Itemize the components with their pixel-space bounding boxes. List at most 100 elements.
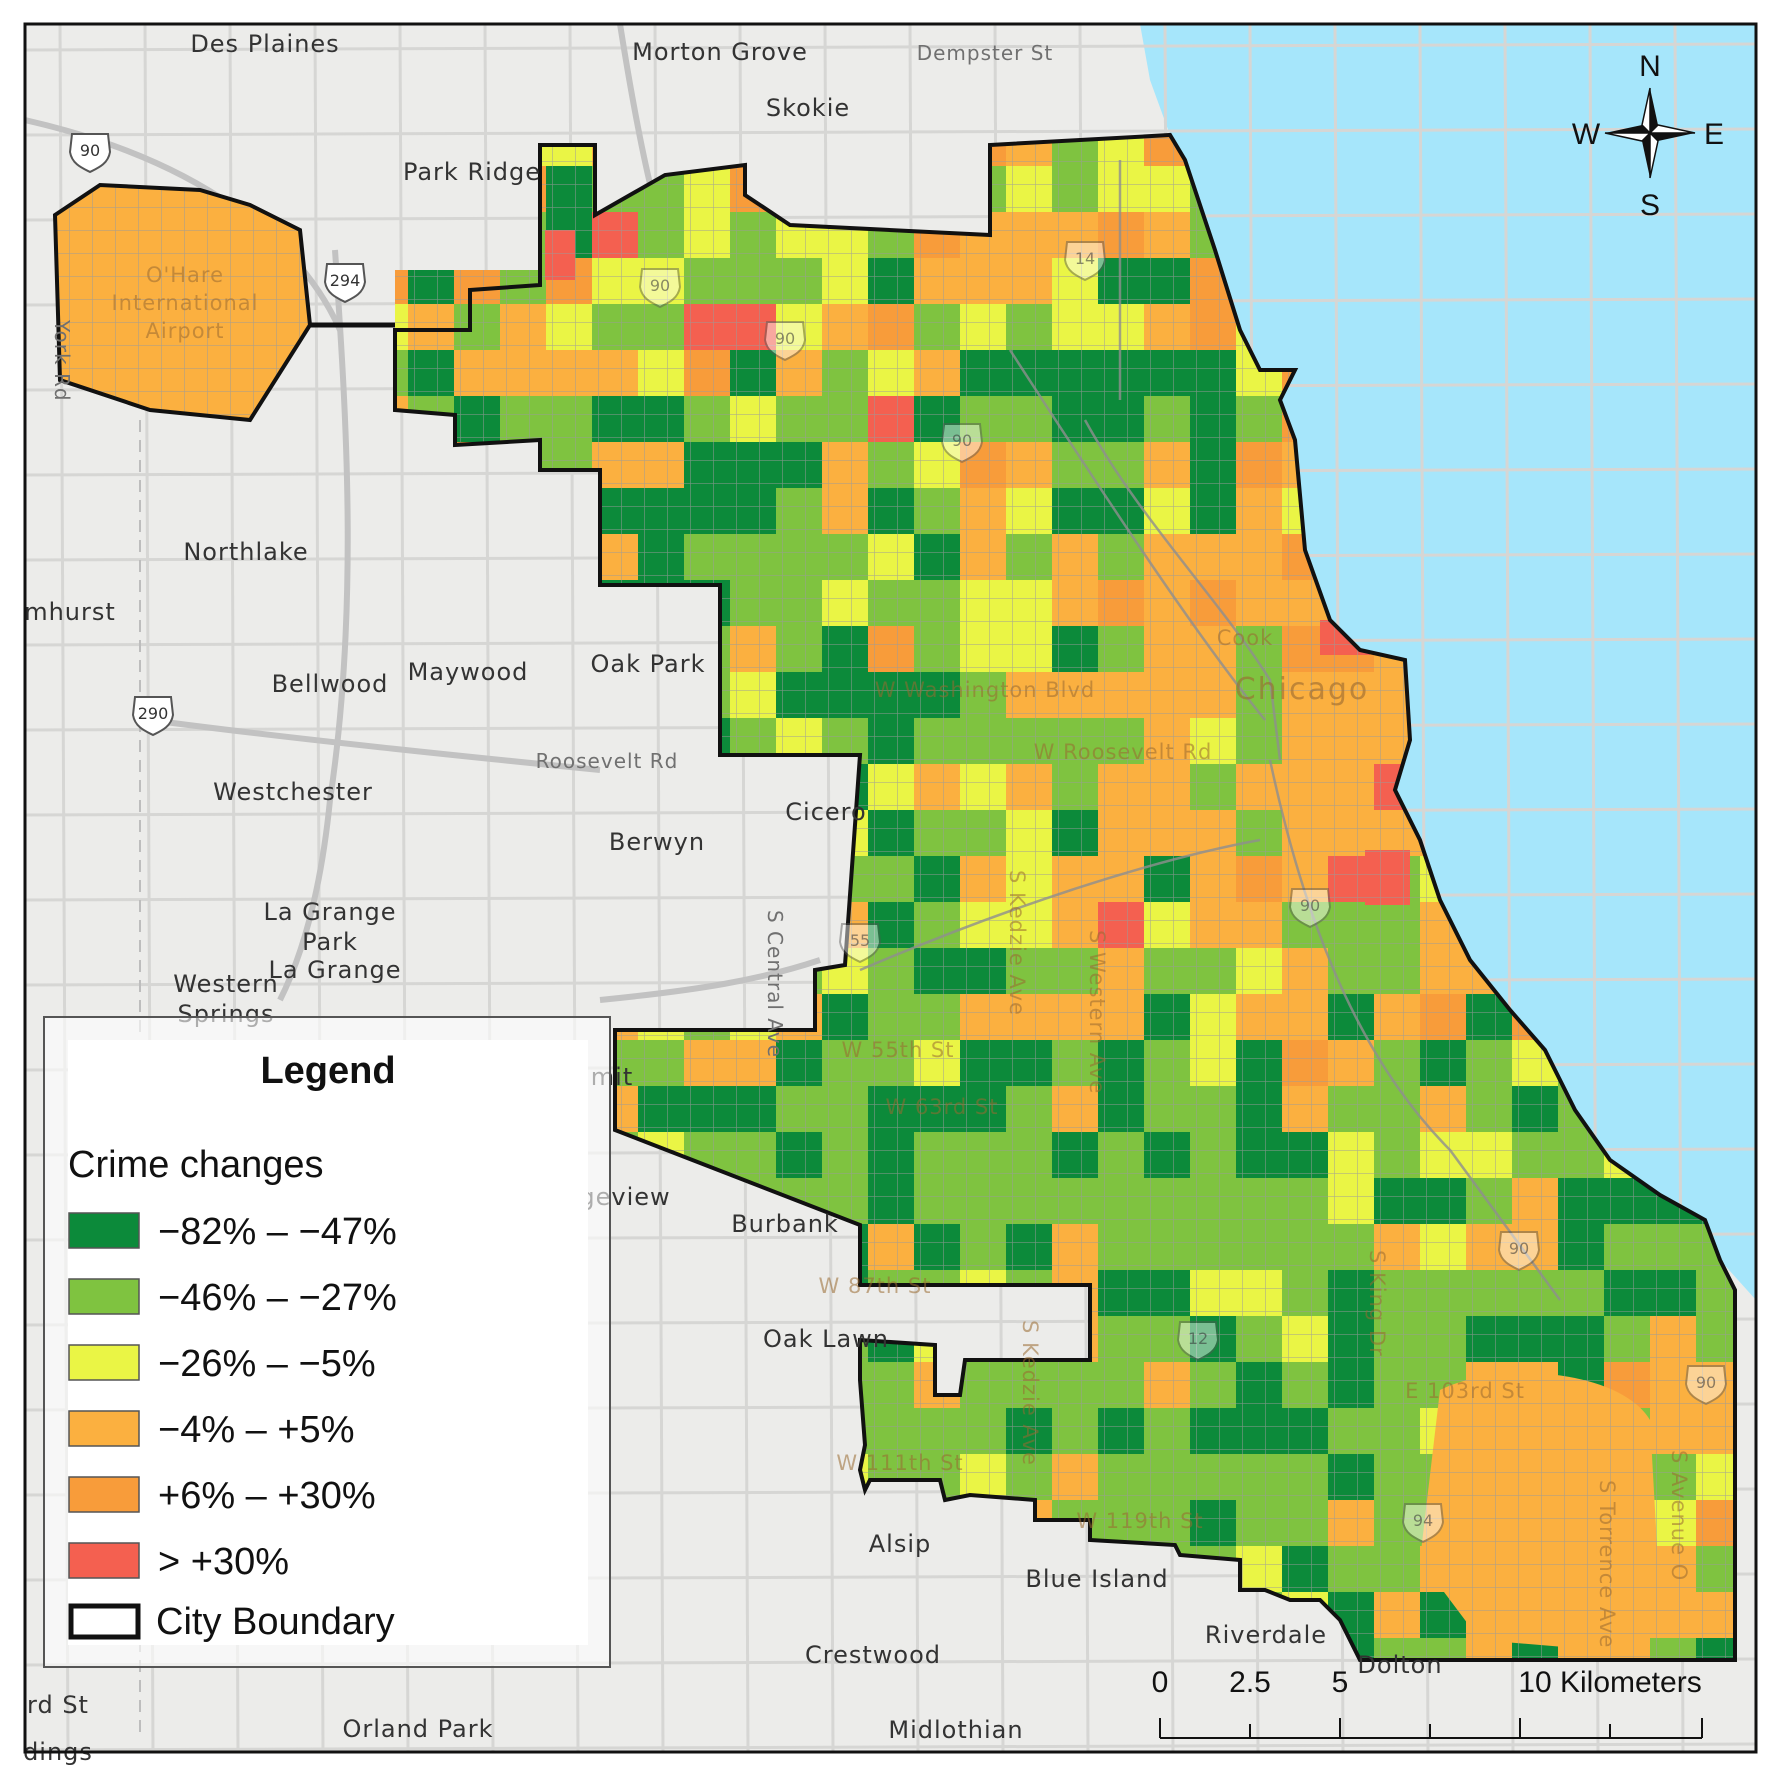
legend-subtitle: Crime changes [68, 1144, 324, 1186]
city-street-label: E 103rd St [1405, 1379, 1525, 1403]
place-label: Alsip [869, 1530, 932, 1558]
legend-item-label: −26% – −5% [158, 1343, 376, 1385]
svg-text:290: 290 [138, 704, 169, 723]
interstate-shield-icon: 94 [1401, 1503, 1445, 1544]
svg-text:90: 90 [1509, 1239, 1529, 1258]
city-highways [859, 160, 1562, 1301]
place-label: Northlake [183, 538, 308, 566]
interstate-shield-icon: 55 [838, 923, 882, 964]
svg-text:55: 55 [850, 931, 870, 950]
svg-text:90: 90 [775, 329, 795, 348]
place-label: O'Hare [146, 263, 224, 287]
city-street-label: S Kedzie Ave [1005, 870, 1029, 1016]
city-street-label: W 119th St [1076, 1509, 1203, 1533]
map-frame [23, 22, 1758, 1754]
place-label: Westchester [213, 778, 373, 806]
scale-tick-10-km: 10 Kilometers [1518, 1666, 1701, 1699]
interstate-shield-icon: 90 [1497, 1231, 1541, 1272]
city-street-labels: Chicago Cook W Washington Blvd W Roosevelt … [819, 626, 1691, 1648]
city-street-label: S Torrence Ave [1595, 1480, 1619, 1648]
compass-w: W [1572, 118, 1601, 151]
city-street-label: W 63rd St [886, 1095, 999, 1119]
place-label: Skokie [766, 94, 850, 122]
interstate-shield-icon: 90 [638, 268, 682, 309]
interstate-shield-icon: 290 [131, 696, 175, 737]
legend-boundary-label: City Boundary [156, 1601, 395, 1643]
legend-swatch [68, 1410, 140, 1447]
legend-item-label: −46% – −27% [158, 1277, 397, 1319]
interstate-shield-icon: 90 [940, 423, 984, 464]
legend-title: Legend [260, 1050, 395, 1092]
place-label: Crestwood [805, 1641, 941, 1669]
svg-text:90: 90 [952, 431, 972, 450]
city-street-label: S Avenue O [1667, 1450, 1691, 1581]
place-label: Western [173, 970, 278, 998]
compass-s: S [1640, 189, 1660, 222]
interstate-shield-icon: 90 [1288, 888, 1332, 929]
place-label: Burbank [731, 1210, 839, 1238]
city-street-label: W 55th St [842, 1038, 955, 1062]
place-label: Park Ridge [403, 158, 541, 186]
street-label-york-rd: York Rd [50, 319, 74, 402]
place-labels: Des Plaines Morton Grove Dempster St Skokie… [23, 30, 1442, 1766]
place-label: Orland Park [342, 1715, 493, 1743]
city-street-label: W 87th St [819, 1274, 932, 1298]
place-label: Cicero [785, 798, 866, 826]
place-label: Park [302, 928, 358, 956]
compass-n: N [1639, 50, 1661, 83]
place-label: La Grange [268, 956, 401, 984]
place-label: Roosevelt Rd [536, 749, 679, 773]
place-label: Dolton [1357, 1651, 1442, 1679]
city-street-label: W Washington Blvd [875, 678, 1096, 702]
place-label: Oak Park [591, 650, 706, 678]
north-arrow: N S E W [1572, 50, 1724, 222]
svg-text:90: 90 [80, 141, 100, 160]
legend-swatch [68, 1344, 140, 1381]
city-street-label: S Kedzie Ave [1018, 1320, 1042, 1466]
place-label: International [111, 291, 258, 315]
legend-swatch [68, 1542, 140, 1579]
city-street-label: S Western Ave [1085, 930, 1109, 1094]
place-label: Oak Lawn [763, 1325, 889, 1353]
legend-panel [68, 1040, 588, 1645]
highway-shields: 90 294 290 90 90 14 90 90 55 12 94 90 90 [68, 133, 1728, 1544]
legend-swatch [68, 1212, 140, 1249]
place-label: Maywood [408, 658, 529, 686]
place-label: Bellwood [272, 670, 389, 698]
interstate-shield-icon: 12 [1176, 1321, 1220, 1362]
city-boundary [52, 132, 1737, 1662]
legend-item-label: −4% – +5% [158, 1409, 354, 1451]
county-label-cook: Cook [1217, 626, 1274, 650]
legend: Legend Crime changes −82% – −47% −46% – −… [43, 1016, 611, 1668]
place-label: Berwyn [609, 828, 705, 856]
place-label: Dempster St [917, 41, 1054, 65]
legend-items: −82% – −47% −46% – −27% −26% – −5% −4% – +5… [68, 1211, 397, 1583]
svg-text:90: 90 [1696, 1373, 1716, 1392]
compass-e: E [1704, 118, 1724, 151]
scale-bar: 0 2.5 5 10 Kilometers [1152, 1666, 1703, 1739]
place-label: Riverdale [1205, 1621, 1327, 1649]
interstate-shield-icon: 90 [763, 321, 807, 362]
interstate-shield-icon: 294 [323, 263, 367, 304]
city-street-label: S King Dr [1365, 1250, 1389, 1357]
legend-item-label: > +30% [158, 1541, 289, 1583]
legend-item-label: +6% – +30% [158, 1475, 376, 1517]
city-street-label: W Roosevelt Rd [1034, 740, 1213, 764]
legend-item-label: −82% – −47% [158, 1211, 397, 1253]
place-label: La Grange [263, 898, 396, 926]
scale-tick-5: 5 [1332, 1666, 1349, 1699]
interstate-shield-icon: 14 [1063, 241, 1107, 282]
place-label: Midlothian [888, 1716, 1023, 1744]
place-label: mhurst [24, 598, 116, 626]
place-label: Airport [146, 319, 225, 343]
scale-tick-0: 0 [1152, 1666, 1169, 1699]
city-street-label: W 111th St [836, 1451, 963, 1475]
place-label: Des Plaines [190, 30, 339, 58]
svg-text:94: 94 [1413, 1511, 1433, 1530]
svg-text:90: 90 [650, 276, 670, 295]
legend-swatch [68, 1278, 140, 1315]
svg-text:90: 90 [1300, 896, 1320, 915]
scale-tick-2-5: 2.5 [1229, 1666, 1271, 1699]
interstate-shield-icon: 90 [1684, 1365, 1728, 1406]
